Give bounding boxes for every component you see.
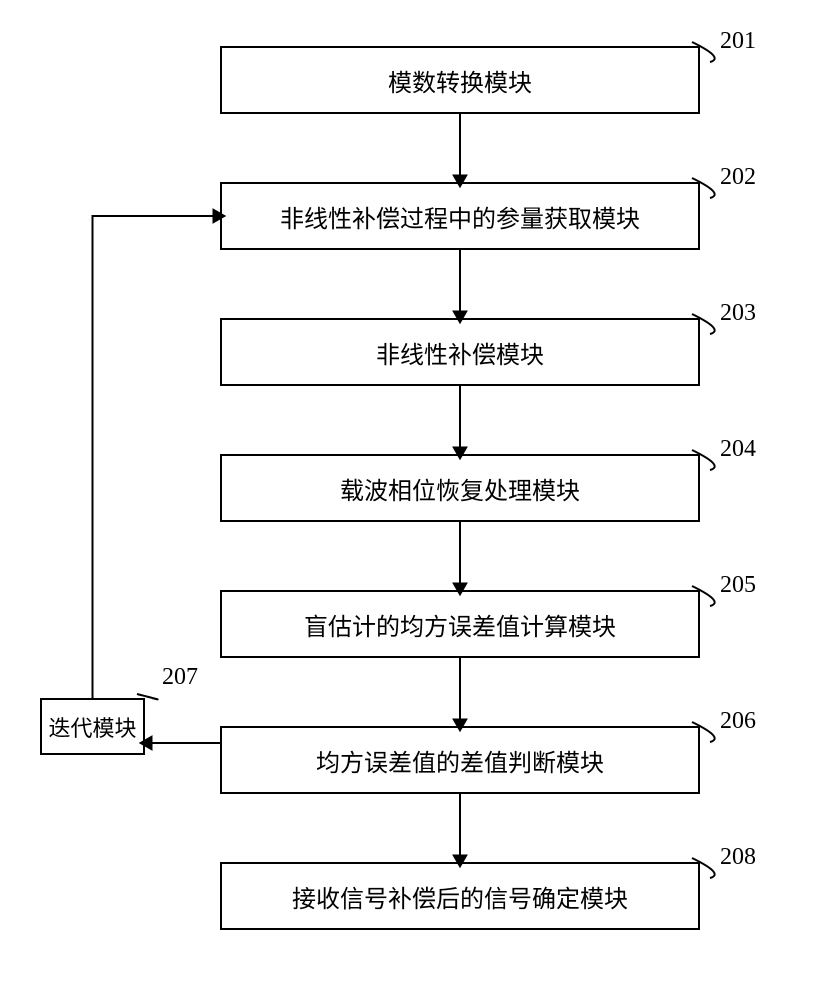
node-mse-calc-module: 盲估计的均方误差值计算模块 [220,590,700,658]
ref-number: 208 [720,844,756,871]
node-nonlinear-comp-module: 非线性补偿模块 [220,318,700,386]
node-adc-module: 模数转换模块 [220,46,700,114]
node-mse-diff-judge-module: 均方误差值的差值判断模块 [220,726,700,794]
node-param-acq-module: 非线性补偿过程中的参量获取模块 [220,182,700,250]
node-iteration-module: 迭代模块 [40,698,145,755]
node-label: 迭代模块 [48,711,136,743]
ref-number: 205 [720,572,756,599]
ref-number: 201 [720,28,756,55]
ref-number: 203 [720,300,756,327]
flowchart-canvas: 模数转换模块 非线性补偿过程中的参量获取模块 非线性补偿模块 载波相位恢复处理模… [0,0,814,1000]
ref-number: 207 [162,664,198,691]
node-carrier-phase-module: 载波相位恢复处理模块 [220,454,700,522]
ref-number: 202 [720,164,756,191]
node-label: 模数转换模块 [388,63,532,98]
ref-number: 206 [720,708,756,735]
node-label: 载波相位恢复处理模块 [340,471,580,506]
node-label: 盲估计的均方误差值计算模块 [304,607,616,642]
node-label: 接收信号补偿后的信号确定模块 [292,879,628,914]
node-label: 非线性补偿过程中的参量获取模块 [280,199,640,234]
node-label: 均方误差值的差值判断模块 [316,743,604,778]
node-signal-determine-module: 接收信号补偿后的信号确定模块 [220,862,700,930]
node-label: 非线性补偿模块 [376,335,544,370]
ref-number: 204 [720,436,756,463]
